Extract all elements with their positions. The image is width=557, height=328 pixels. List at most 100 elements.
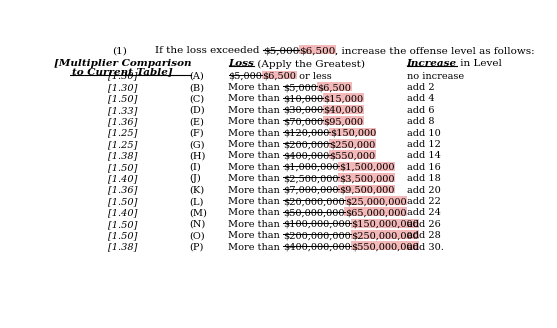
Text: add 18: add 18: [407, 174, 441, 183]
Text: Loss: Loss: [228, 59, 255, 68]
Text: $3,500,000: $3,500,000: [339, 174, 394, 183]
Text: (D): (D): [190, 106, 206, 115]
FancyBboxPatch shape: [317, 82, 351, 91]
Text: $150,000: $150,000: [330, 129, 376, 138]
Text: More than: More than: [228, 197, 284, 206]
Text: $250,000,000: $250,000,000: [351, 231, 419, 240]
Text: More than: More than: [228, 186, 284, 195]
Text: [1.30]: [1.30]: [108, 83, 137, 92]
Text: add 24: add 24: [407, 209, 441, 217]
Text: (M): (M): [190, 209, 208, 217]
Text: [1.38]: [1.38]: [108, 152, 137, 160]
Text: add 22: add 22: [407, 197, 441, 206]
FancyBboxPatch shape: [329, 139, 377, 148]
Text: [Multiplier Comparison: [Multiplier Comparison: [53, 59, 191, 68]
FancyBboxPatch shape: [329, 150, 376, 159]
FancyBboxPatch shape: [345, 196, 407, 205]
Text: $95,000: $95,000: [324, 117, 364, 126]
FancyBboxPatch shape: [329, 128, 377, 136]
Text: [1.40]: [1.40]: [108, 209, 137, 217]
FancyBboxPatch shape: [339, 173, 395, 182]
Text: (N): (N): [190, 220, 206, 229]
Text: add 12: add 12: [407, 140, 441, 149]
Text: (J): (J): [190, 174, 202, 183]
Text: $550,000: $550,000: [330, 152, 376, 160]
Text: [1.50]: [1.50]: [108, 220, 137, 229]
Text: (K): (K): [190, 186, 205, 195]
Text: $550,000,000: $550,000,000: [351, 243, 419, 252]
Text: [1.38]: [1.38]: [108, 243, 137, 252]
Text: More than: More than: [228, 152, 284, 160]
FancyBboxPatch shape: [323, 105, 364, 113]
Text: More than: More than: [228, 83, 284, 92]
Text: add 10: add 10: [407, 129, 441, 138]
Text: [1.40]: [1.40]: [108, 174, 137, 183]
Text: [1.50]: [1.50]: [108, 163, 137, 172]
Text: add 30.: add 30.: [407, 243, 443, 252]
Text: (1): (1): [113, 46, 127, 55]
Text: $6,500: $6,500: [299, 46, 335, 55]
Text: More than: More than: [228, 174, 284, 183]
Text: [1.36]: [1.36]: [108, 186, 137, 195]
FancyBboxPatch shape: [339, 162, 395, 171]
Text: $5,000: $5,000: [262, 46, 299, 55]
Text: (B): (B): [190, 83, 205, 92]
Text: More than: More than: [228, 106, 284, 115]
Text: [1.50]: [1.50]: [108, 231, 137, 240]
Text: More than: More than: [228, 209, 284, 217]
Text: More than: More than: [228, 117, 284, 126]
Text: add 16: add 16: [407, 163, 441, 172]
Text: no increase: no increase: [407, 72, 464, 81]
Text: (F): (F): [190, 129, 204, 138]
Text: $6,500: $6,500: [262, 72, 296, 81]
FancyBboxPatch shape: [323, 93, 364, 102]
Text: More than: More than: [228, 129, 284, 138]
Text: , increase the offense level as follows:: , increase the offense level as follows:: [335, 46, 535, 55]
Text: $100,000,000: $100,000,000: [284, 220, 351, 229]
Text: $9,500,000: $9,500,000: [339, 186, 394, 195]
Text: (Apply the Greatest): (Apply the Greatest): [255, 59, 365, 69]
Text: (H): (H): [190, 152, 206, 160]
FancyBboxPatch shape: [351, 230, 419, 239]
Text: $7,000,000: $7,000,000: [284, 186, 339, 195]
Text: (G): (G): [190, 140, 205, 149]
Text: $65,000,000: $65,000,000: [345, 209, 407, 217]
Text: [1.36]: [1.36]: [108, 117, 137, 126]
Text: add 8: add 8: [407, 117, 434, 126]
FancyBboxPatch shape: [323, 116, 364, 125]
FancyBboxPatch shape: [351, 219, 419, 228]
Text: More than: More than: [228, 243, 284, 252]
Text: $10,000: $10,000: [284, 94, 324, 104]
Text: in Level: in Level: [457, 59, 502, 68]
Text: add 20: add 20: [407, 186, 441, 195]
Text: $250,000: $250,000: [330, 140, 376, 149]
Text: add 14: add 14: [407, 152, 441, 160]
Text: add 26: add 26: [407, 220, 441, 229]
Text: [1.33]: [1.33]: [108, 106, 137, 115]
Text: $5,000: $5,000: [284, 83, 317, 92]
Text: $120,000: $120,000: [284, 129, 330, 138]
Text: add 4: add 4: [407, 94, 434, 104]
Text: $30,000: $30,000: [284, 106, 324, 115]
Text: More than: More than: [228, 231, 284, 240]
Text: to Current Table]: to Current Table]: [72, 67, 173, 76]
Text: [1.30]: [1.30]: [108, 72, 137, 81]
Text: More than: More than: [228, 163, 284, 172]
Text: $25,000,000: $25,000,000: [345, 197, 407, 206]
Text: (P): (P): [190, 243, 204, 252]
FancyBboxPatch shape: [262, 71, 297, 79]
Text: More than: More than: [228, 220, 284, 229]
Text: More than: More than: [228, 140, 284, 149]
Text: [1.25]: [1.25]: [108, 140, 137, 149]
FancyBboxPatch shape: [299, 45, 336, 53]
Text: add 28: add 28: [407, 231, 441, 240]
FancyBboxPatch shape: [339, 185, 395, 194]
Text: [1.25]: [1.25]: [108, 129, 137, 138]
Text: $1,500,000: $1,500,000: [339, 163, 394, 172]
Text: $20,000,000: $20,000,000: [284, 197, 345, 206]
Text: $15,000: $15,000: [324, 94, 364, 104]
Text: (I): (I): [190, 163, 202, 172]
Text: (C): (C): [190, 94, 205, 104]
Text: More than: More than: [228, 94, 284, 104]
Text: add 6: add 6: [407, 106, 434, 115]
